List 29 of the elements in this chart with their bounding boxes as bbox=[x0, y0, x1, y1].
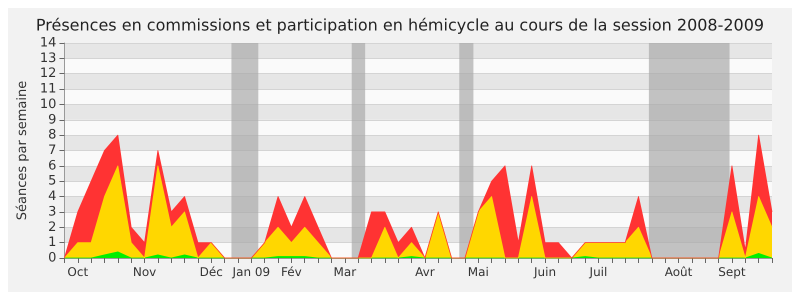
x-tick-label: Août bbox=[664, 265, 693, 279]
y-tick-label: 2 bbox=[48, 220, 56, 235]
x-tick-label: Mar bbox=[333, 265, 356, 279]
x-tick-label: Nov bbox=[132, 265, 156, 279]
y-tick-label: 5 bbox=[48, 174, 56, 189]
y-tick-label: 12 bbox=[40, 66, 56, 82]
y-axis-title: Séances par semaine bbox=[15, 80, 30, 220]
y-tick-label: 14 bbox=[40, 36, 56, 50]
y-tick-label: 8 bbox=[48, 128, 56, 143]
y-tick-label: 7 bbox=[48, 143, 56, 158]
x-tick-label: Jan 09 bbox=[232, 265, 270, 279]
y-tick-label: 3 bbox=[48, 204, 56, 220]
y-tick-label: 4 bbox=[48, 189, 56, 204]
y-tick-label: 13 bbox=[40, 50, 56, 66]
x-tick-label: Juil bbox=[588, 265, 608, 279]
y-tick-label: 0 bbox=[48, 250, 56, 266]
x-tick-label: Déc bbox=[200, 265, 223, 279]
y-tick-label: 1 bbox=[48, 235, 56, 250]
y-tick-label: 11 bbox=[40, 82, 56, 97]
x-tick-label: Mai bbox=[468, 265, 489, 279]
chart-title: Présences en commissions et participation en hémicycle au cours de la session 2008-2009 bbox=[36, 16, 764, 34]
x-tick-label: Oct bbox=[67, 265, 88, 279]
x-tick-label: Sept bbox=[718, 265, 746, 279]
x-tick-label: Avr bbox=[415, 265, 435, 279]
y-tick-label: 10 bbox=[40, 96, 56, 112]
y-tick-label: 9 bbox=[48, 112, 56, 128]
x-tick-label: Juin bbox=[533, 265, 556, 279]
x-tick-label: Fév bbox=[281, 265, 302, 279]
y-tick-label: 6 bbox=[48, 158, 56, 174]
